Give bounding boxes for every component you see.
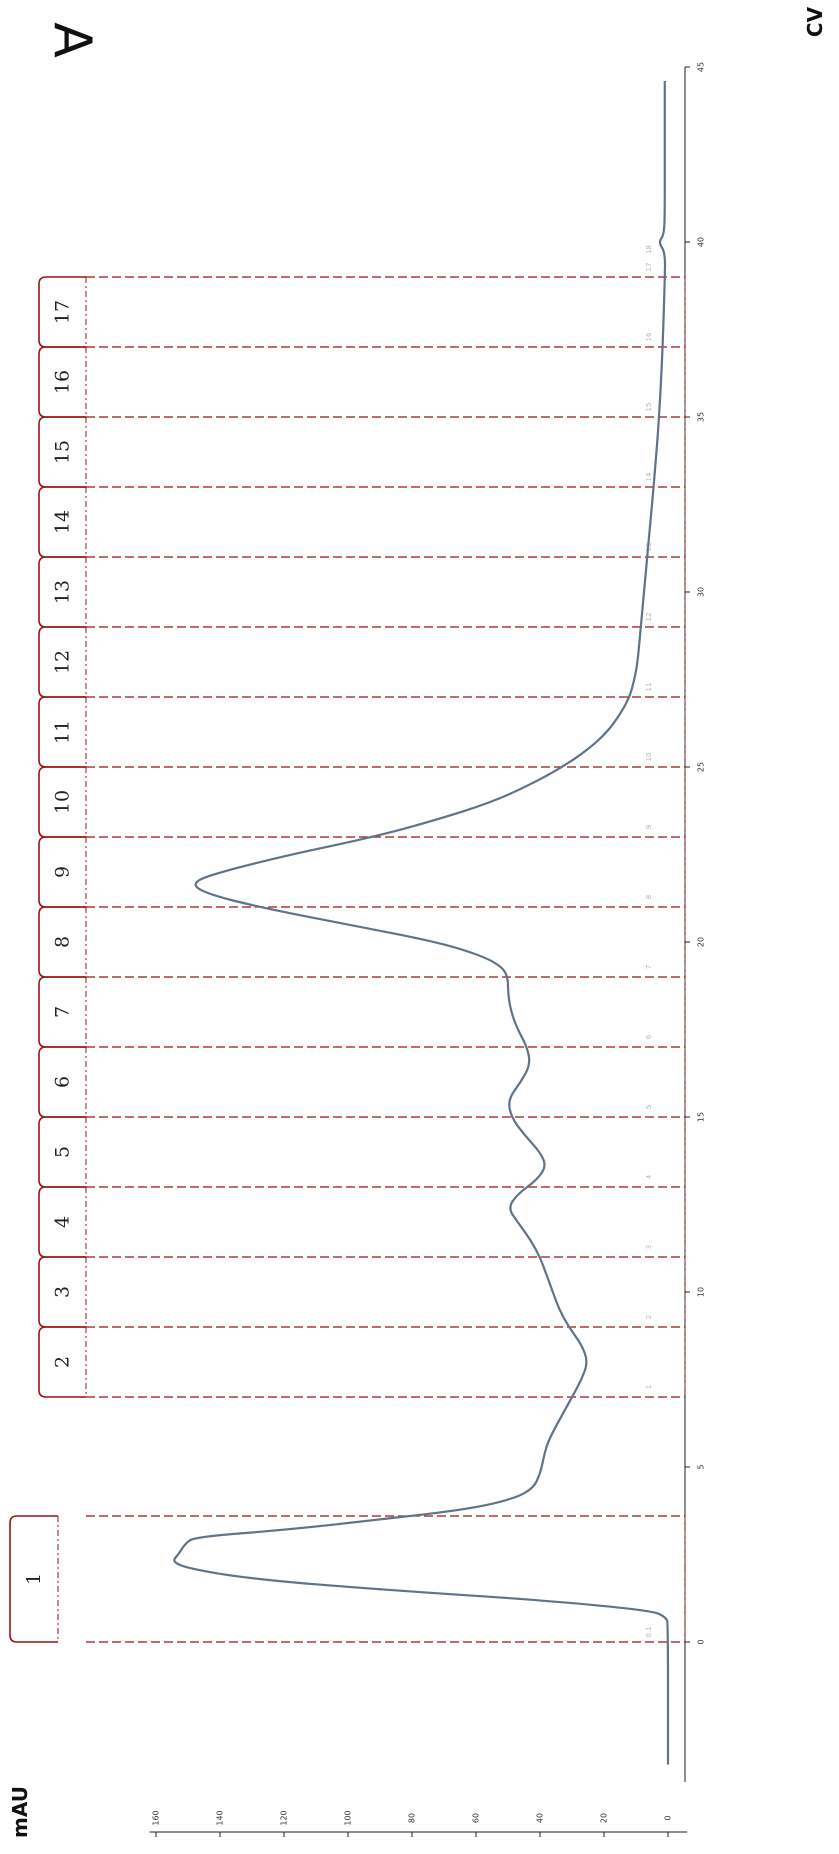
collection-mark-label: 10 xyxy=(645,753,653,762)
collection-mark-label: 3 xyxy=(645,1245,653,1249)
fraction-label: 1 xyxy=(23,1573,45,1585)
collection-mark-label: 2 xyxy=(645,1315,653,1319)
fraction-label: 17 xyxy=(52,300,74,324)
fraction-label: 5 xyxy=(52,1146,74,1158)
collection-mark-label: 16 xyxy=(645,332,653,341)
collection-mark-label: 11 xyxy=(645,683,653,692)
y-tick-label: 100 xyxy=(344,1810,353,1825)
collection-mark-label: 17 xyxy=(645,263,653,272)
fraction-label: 9 xyxy=(52,866,74,878)
fraction-label: 8 xyxy=(52,936,74,948)
fraction-label: 11 xyxy=(52,720,74,744)
x-axis-unit-label: CV xyxy=(803,6,827,37)
x-tick-label: 0 xyxy=(697,1639,706,1644)
collection-mark-label: 7 xyxy=(645,965,653,969)
y-tick-label: 80 xyxy=(408,1813,417,1823)
y-tick-label: 120 xyxy=(280,1810,289,1825)
fraction-label: 12 xyxy=(52,650,74,674)
fraction-label: 2 xyxy=(52,1356,74,1368)
panel-letter: A xyxy=(42,22,102,58)
y-tick-label: 140 xyxy=(216,1810,225,1825)
y-tick-label: 20 xyxy=(600,1813,609,1823)
y-axis-unit-label: mAU xyxy=(8,1786,32,1838)
x-tick-label: 15 xyxy=(697,1112,706,1122)
collection-mark-label: 14 xyxy=(645,472,653,481)
collection-mark-label: 0.1 xyxy=(645,1626,653,1637)
x-tick-label: 10 xyxy=(697,1287,706,1297)
fraction-bracket xyxy=(38,276,86,348)
x-tick-label: 35 xyxy=(697,412,706,422)
fraction-label: 13 xyxy=(52,580,74,604)
fraction-label: 16 xyxy=(52,370,74,394)
y-tick-label: 160 xyxy=(152,1810,161,1825)
collection-mark-label: 4 xyxy=(645,1174,653,1179)
x-tick-label: 40 xyxy=(697,237,706,247)
x-tick-label: 20 xyxy=(697,937,706,947)
y-tick-label: 0 xyxy=(664,1815,673,1820)
collection-mark-label: 1 xyxy=(645,1385,653,1389)
collection-mark-label: 5 xyxy=(645,1105,653,1109)
collection-mark-label: 15 xyxy=(645,403,653,412)
fraction-label: 10 xyxy=(52,790,74,814)
fraction-label: 3 xyxy=(52,1286,74,1298)
fraction-label: 14 xyxy=(52,510,74,534)
fraction-bracket xyxy=(9,1515,58,1643)
x-tick-label: 5 xyxy=(697,1464,706,1469)
fraction-label: 4 xyxy=(52,1216,74,1228)
fraction-label: 15 xyxy=(52,440,74,464)
collection-mark-label: 9 xyxy=(645,825,653,829)
y-tick-label: 60 xyxy=(472,1813,481,1823)
collection-mark-label: 6 xyxy=(645,1034,653,1039)
collection-mark-label: 8 xyxy=(645,895,653,899)
collection-mark-label: 12 xyxy=(645,613,653,622)
collection-mark-label: 18 xyxy=(645,245,653,254)
x-tick-label: 25 xyxy=(697,762,706,772)
absorbance-trace xyxy=(173,81,670,1765)
x-tick-label: 45 xyxy=(697,62,706,72)
y-tick-label: 40 xyxy=(536,1813,545,1823)
fraction-label: 7 xyxy=(52,1006,74,1018)
x-tick-label: 30 xyxy=(697,587,706,597)
fraction-label: 6 xyxy=(52,1076,74,1088)
